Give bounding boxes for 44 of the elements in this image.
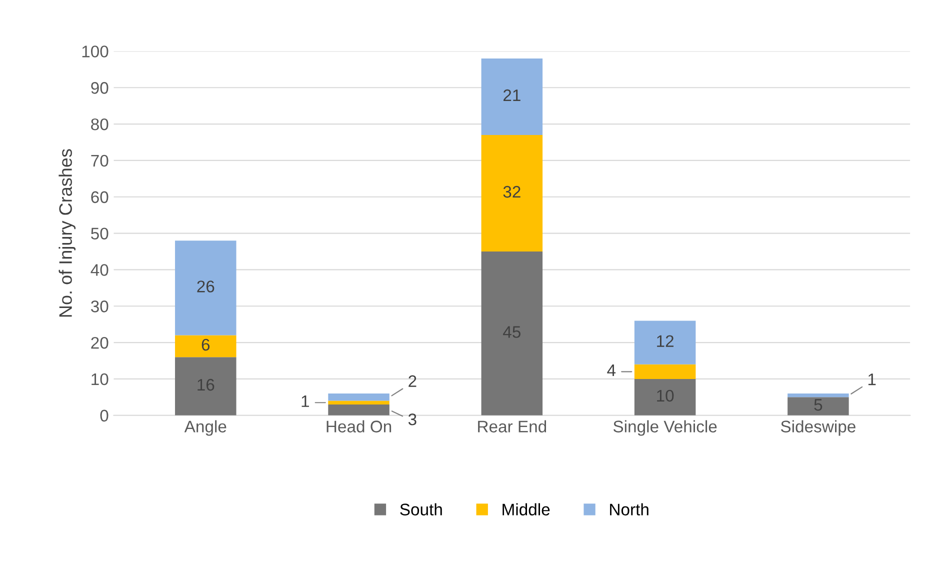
bar [328, 404, 390, 416]
x-tick-label: Rear End [478, 420, 546, 432]
bar [481, 134, 543, 252]
data-label: 12 [657, 335, 674, 347]
x-tick-label: Sideswipe [780, 420, 856, 436]
bar [175, 335, 236, 358]
data-label: 1 [302, 395, 309, 407]
legend-label: North [610, 503, 648, 516]
bar [481, 252, 543, 416]
legend-label: South [400, 503, 442, 516]
data-label: 32 [503, 186, 520, 198]
bar [328, 394, 390, 401]
x-tick-label: Head On [326, 420, 392, 432]
y-tick-label: 80 [91, 118, 108, 130]
y-tick-label: 100 [82, 46, 108, 58]
bar [481, 58, 543, 135]
y-tick-label: 20 [91, 336, 108, 349]
y-tick-label: 10 [92, 373, 108, 386]
bar [634, 364, 696, 379]
y-tick-label: 40 [90, 264, 108, 276]
bar [634, 378, 696, 416]
x-tick-label: Angle [184, 420, 226, 436]
data-label: 3 [408, 414, 416, 426]
y-tick-label: 30 [91, 300, 108, 312]
y-tick-label: 90 [91, 82, 108, 94]
data-label: 21 [503, 89, 520, 102]
data-label: 6 [202, 338, 210, 351]
x-tick-label: Single Vehicle [613, 420, 717, 436]
bar [788, 397, 849, 416]
bar [175, 357, 236, 416]
bar [328, 400, 390, 404]
data-label: 1 [868, 374, 876, 386]
data-label: 26 [197, 280, 214, 292]
y-tick-label: 60 [91, 191, 108, 204]
y-tick-label: 50 [91, 228, 108, 240]
bar [788, 394, 849, 398]
y-axis-title: No. of Injury Crashes [58, 149, 76, 317]
bar [175, 240, 236, 336]
y-tick-label: 70 [91, 154, 108, 167]
data-label: 2 [408, 375, 416, 387]
data-label: 4 [607, 364, 616, 376]
y-tick-label: 0 [100, 410, 108, 422]
legend-label: Middle [502, 503, 550, 516]
bar [634, 320, 696, 364]
